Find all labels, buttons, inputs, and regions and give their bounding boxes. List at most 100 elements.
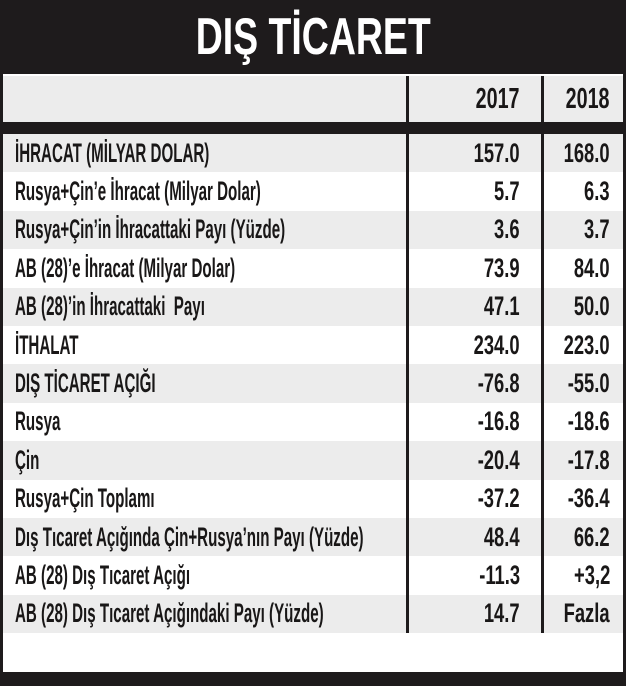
row-label-cell: Çin: [3, 441, 406, 479]
row-label-cell: AB (28)’e İhracat (Milyar Dolar): [3, 249, 406, 287]
value-2018: 168.0: [564, 137, 610, 168]
value-2018-cell: 6.3: [541, 172, 623, 211]
value-2018-cell: -55.0: [541, 364, 623, 403]
value-2017: 73.9: [484, 252, 520, 283]
value-2017-cell: 234.0: [406, 325, 541, 365]
value-2017-cell: 3.6: [406, 210, 541, 250]
value-2018: 6.3: [584, 176, 610, 207]
value-2018-cell: -18.6: [541, 402, 623, 442]
value-2018: 50.0: [574, 291, 610, 322]
value-2017-cell: 5.7: [406, 172, 541, 211]
value-2018-cell: -36.4: [541, 479, 623, 518]
table-row: DIŞ TİCARET AÇIĞI -76.8 -55.0: [3, 364, 623, 403]
value-2017: -11.3: [479, 559, 520, 590]
value-2017-cell: 157.0: [406, 134, 541, 173]
row-label: Rusya+Çin’e İhracat (Milyar Dolar): [15, 176, 261, 207]
header-empty-cell: [3, 76, 406, 122]
row-label: İTHALAT: [15, 329, 79, 360]
value-2018-cell: 50.0: [541, 287, 623, 326]
table-row: AB (28)’in İhracattaki Payı 47.1 50.0: [3, 287, 623, 326]
value-2017: 5.7: [494, 176, 520, 207]
value-2017: 14.7: [484, 598, 520, 629]
value-2018-cell: 223.0: [541, 325, 623, 365]
row-label-cell: AB (28)’in İhracattaki Payı: [3, 288, 406, 326]
header-column-2017: 2017: [406, 76, 541, 122]
table-row: Dış Tıcaret Açığında Çin+Rusya’nın Payı …: [3, 517, 623, 557]
value-2018-cell: 84.0: [541, 249, 623, 288]
table-row: Rusya+Çin Toplamı -37.2 -36.4: [3, 479, 623, 518]
table-body: İHRACAT (MİLYAR DOLAR) 157.0 168.0 Rusya+Çi…: [3, 134, 623, 634]
row-label: AB (28)’e İhracat (Milyar Dolar): [15, 252, 236, 283]
table-row: İHRACAT (MİLYAR DOLAR) 157.0 168.0: [3, 134, 623, 173]
table-row: Rusya -16.8 -18.6: [3, 402, 623, 442]
row-label-cell: Rusya+Çin’e İhracat (Milyar Dolar): [3, 172, 406, 210]
value-2018: -18.6: [568, 406, 610, 437]
value-2017: 47.1: [484, 291, 520, 322]
header-2017-label: 2017: [476, 82, 520, 115]
value-2018: 3.7: [584, 214, 610, 245]
row-label-cell: DIŞ TİCARET AÇIĞI: [3, 364, 406, 402]
row-label: Çin: [15, 444, 40, 475]
table-header-row: 2017 2018: [3, 74, 623, 122]
value-2017-cell: 47.1: [406, 287, 541, 326]
value-2017-cell: -37.2: [406, 479, 541, 518]
value-2018: -17.8: [568, 444, 610, 475]
row-label: Rusya+Çin Toplamı: [15, 483, 155, 514]
table-row: AB (28) Dış Tıcaret Açığındaki Payı (Yüz…: [3, 594, 623, 634]
row-label-cell: AB (28) Dış Tıcaret Açığındaki Payı (Yüz…: [3, 595, 406, 633]
bottom-gap: [3, 633, 623, 673]
table-row: AB (28) Dış Tıcaret Açığı -11.3 +3,2: [3, 556, 623, 595]
row-label: AB (28) Dış Tıcaret Açığındaki Payı (Yüz…: [15, 598, 324, 629]
footer-bar: [3, 672, 623, 686]
row-label-cell: Rusya: [3, 403, 406, 441]
value-2017-cell: -76.8: [406, 364, 541, 403]
row-label: Rusya+Çin’in İhracattaki Payı (Yüzde): [15, 214, 286, 245]
row-label-cell: İHRACAT (MİLYAR DOLAR): [3, 134, 406, 172]
value-2018-cell: Fazla: [541, 594, 623, 634]
value-2018-cell: 66.2: [541, 517, 623, 557]
header-2018-label: 2018: [566, 82, 610, 115]
row-label: Rusya: [15, 406, 61, 437]
row-label-cell: İTHALAT: [3, 326, 406, 364]
value-2018-cell: 3.7: [541, 210, 623, 250]
value-2017: 157.0: [474, 137, 520, 168]
value-2017: -16.8: [478, 406, 520, 437]
header-column-2018: 2018: [541, 76, 623, 122]
row-label: İHRACAT (MİLYAR DOLAR): [15, 137, 210, 168]
row-label-cell: AB (28) Dış Tıcaret Açığı: [3, 556, 406, 594]
value-2017-cell: -11.3: [406, 556, 541, 595]
row-label: DIŞ TİCARET AÇIĞI: [15, 368, 156, 399]
value-2017: 48.4: [484, 521, 520, 552]
value-2018: 66.2: [574, 521, 610, 552]
header-divider-rule: [3, 122, 623, 134]
row-label: AB (28) Dış Tıcaret Açığı: [15, 559, 191, 590]
value-2018-cell: 168.0: [541, 134, 623, 173]
value-2017: -37.2: [478, 483, 520, 514]
table-row: Çin -20.4 -17.8: [3, 441, 623, 480]
row-label: AB (28)’in İhracattaki Payı: [15, 291, 205, 322]
value-2017-cell: 48.4: [406, 517, 541, 557]
value-2017: -20.4: [478, 444, 520, 475]
table-row: Rusya+Çin’e İhracat (Milyar Dolar) 5.7 6.3: [3, 172, 623, 211]
value-2017: -76.8: [478, 368, 520, 399]
table-row: Rusya+Çin’in İhracattaki Payı (Yüzde) 3.6…: [3, 210, 623, 250]
title-bar: DIŞ TİCARET: [3, 0, 623, 74]
value-2017-cell: 14.7: [406, 594, 541, 634]
value-2018: -36.4: [568, 483, 610, 514]
value-2018: 84.0: [574, 252, 610, 283]
row-label-cell: Dış Tıcaret Açığında Çin+Rusya’nın Payı …: [3, 518, 406, 556]
table-row: İTHALAT 234.0 223.0: [3, 325, 623, 365]
value-2018: 223.0: [564, 329, 610, 360]
row-label-cell: Rusya+Çin Toplamı: [3, 480, 406, 518]
value-2018: -55.0: [568, 368, 610, 399]
value-2018-cell: +3,2: [541, 556, 623, 595]
value-2017-cell: 73.9: [406, 249, 541, 288]
value-2017-cell: -20.4: [406, 441, 541, 480]
row-label-cell: Rusya+Çin’in İhracattaki Payı (Yüzde): [3, 211, 406, 249]
value-2017: 234.0: [474, 329, 520, 360]
value-2018: +3,2: [573, 559, 610, 590]
value-2017: 3.6: [494, 214, 520, 245]
value-2018-cell: -17.8: [541, 441, 623, 480]
table-row: AB (28)’e İhracat (Milyar Dolar) 73.9 84.0: [3, 249, 623, 288]
